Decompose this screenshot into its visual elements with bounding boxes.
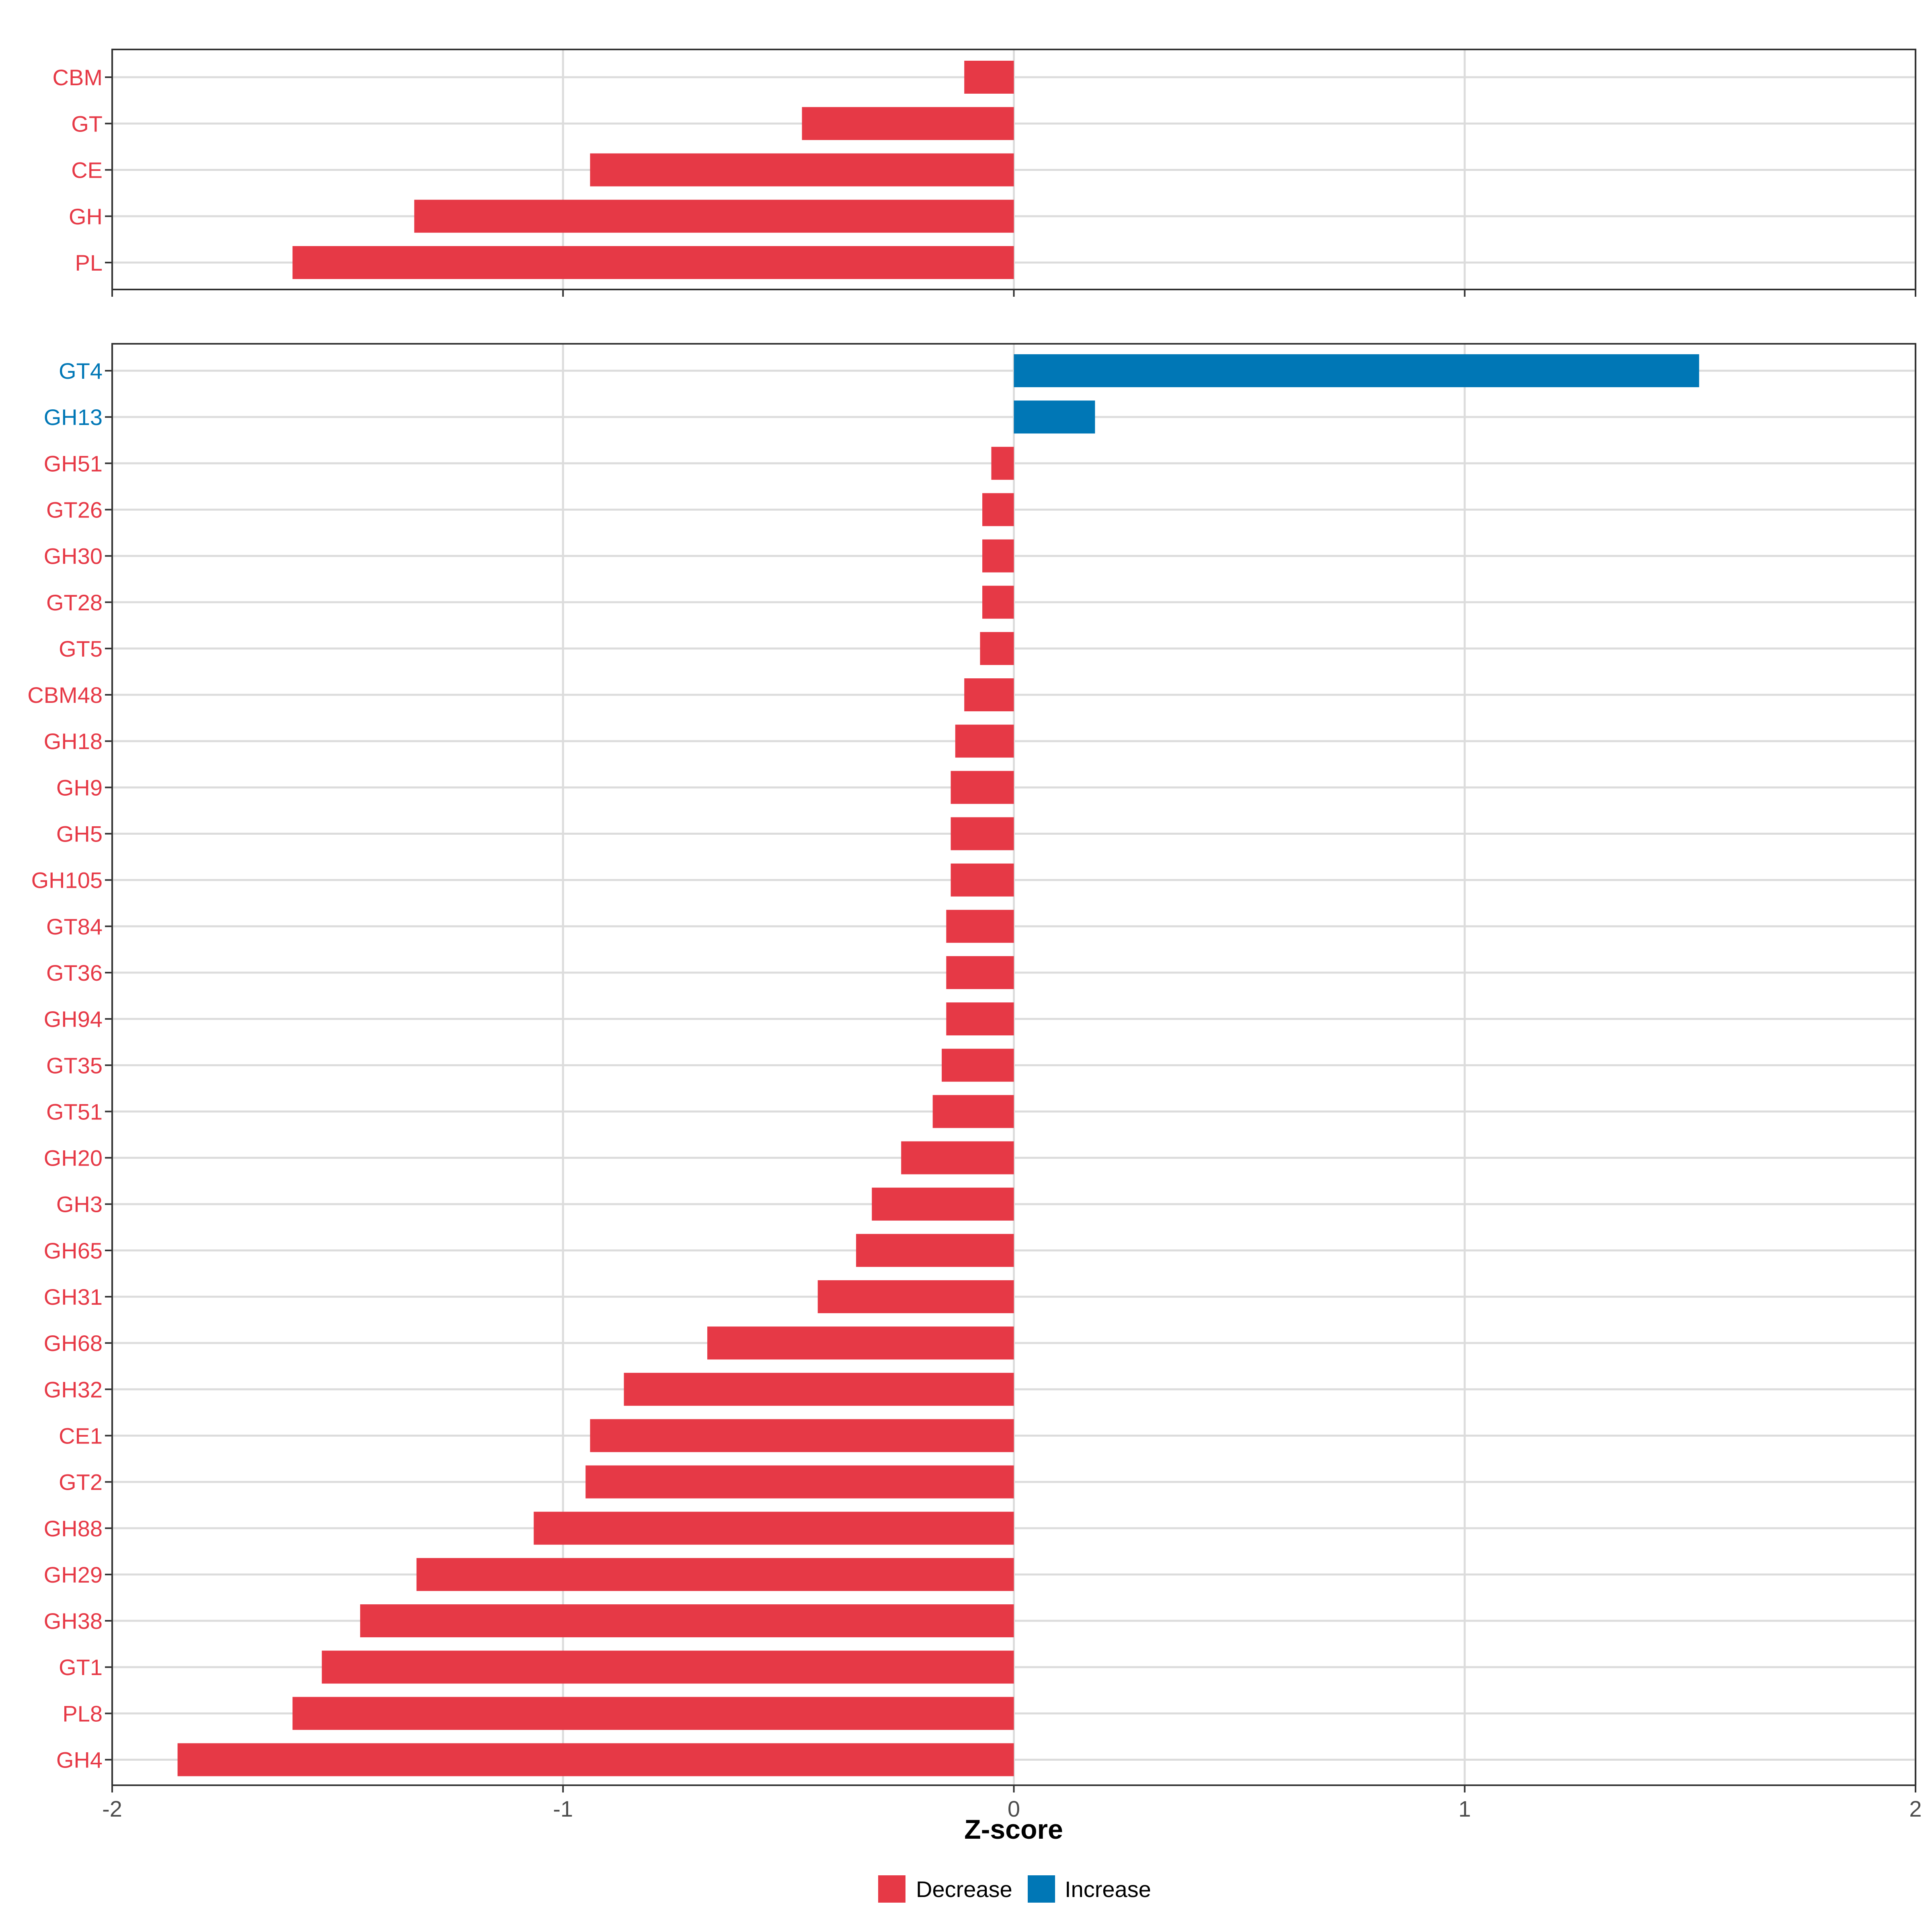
y-tick-label: GH51 xyxy=(44,451,103,476)
y-tick-label: PL xyxy=(75,250,103,275)
y-tick-label: GH88 xyxy=(44,1516,103,1541)
y-tick-label: GH31 xyxy=(44,1284,103,1310)
bar-gt51 xyxy=(932,1095,1014,1128)
bar-gh3 xyxy=(872,1187,1014,1221)
y-tick-label: GT4 xyxy=(59,358,103,384)
y-tick-label: CBM xyxy=(53,65,103,90)
y-tick-label: GH68 xyxy=(44,1330,103,1356)
y-tick-label: GH38 xyxy=(44,1608,103,1634)
bar-cbm xyxy=(964,61,1014,94)
y-tick-label: GT xyxy=(71,111,103,136)
y-tick-label: GH3 xyxy=(56,1192,103,1217)
top-panel: CBM GT CE GH PL xyxy=(53,49,1917,297)
y-tick-label: GT84 xyxy=(46,914,103,939)
y-tick-label: CE xyxy=(71,158,103,183)
bar-gh13 xyxy=(1014,400,1095,434)
legend-label-increase: Increase xyxy=(1065,1877,1151,1902)
bar-gt36 xyxy=(946,956,1014,989)
bar-gh38 xyxy=(360,1604,1014,1638)
y-tick-label: CBM48 xyxy=(27,682,103,708)
y-tick-label: GT5 xyxy=(59,636,103,661)
legend-label-decrease: Decrease xyxy=(916,1877,1012,1902)
bar-pl8 xyxy=(292,1697,1014,1730)
y-tick-label: GT1 xyxy=(59,1655,103,1680)
bar-gh105 xyxy=(951,863,1014,897)
y-tick-label: GT51 xyxy=(46,1099,103,1124)
bar-gh4 xyxy=(177,1743,1014,1776)
bottom-panel: GT4GH13GH51GT26GH30GT28GT5CBM48GH18GH9GH… xyxy=(27,343,1922,1821)
y-tick-label: GH20 xyxy=(44,1146,103,1171)
bar-gh9 xyxy=(951,771,1014,804)
bar-gh xyxy=(414,199,1014,233)
bar-gh5 xyxy=(951,817,1014,850)
bar-gt xyxy=(802,107,1014,140)
y-tick-label: GT2 xyxy=(59,1470,103,1495)
bar-gh88 xyxy=(534,1511,1014,1545)
legend-key-decrease xyxy=(878,1875,905,1903)
y-tick-label: GH5 xyxy=(56,821,103,847)
y-tick-label: GT36 xyxy=(46,960,103,986)
bar-gh29 xyxy=(416,1558,1014,1591)
x-tick-label: 1 xyxy=(1458,1796,1471,1821)
y-tick-label: PL8 xyxy=(62,1701,103,1726)
y-tick-label: GH32 xyxy=(44,1377,103,1402)
bar-gh65 xyxy=(856,1234,1014,1267)
y-tick-label: GH4 xyxy=(56,1747,103,1773)
x-tick-label: -2 xyxy=(102,1796,122,1821)
bar-gh32 xyxy=(624,1373,1014,1406)
y-tick-label: GH65 xyxy=(44,1238,103,1263)
y-tick-label: GH9 xyxy=(56,775,103,800)
bar-ce1 xyxy=(590,1419,1014,1452)
x-tick-label: 2 xyxy=(1909,1796,1922,1821)
y-tick-label: GT28 xyxy=(46,590,103,615)
y-tick-label: GH30 xyxy=(44,544,103,569)
y-tick-label: GT26 xyxy=(46,497,103,522)
bar-gh51 xyxy=(991,447,1014,480)
bar-gt28 xyxy=(982,585,1014,619)
x-tick-label: 0 xyxy=(1008,1796,1020,1821)
y-tick-label: GH xyxy=(69,204,103,229)
legend-key-increase xyxy=(1028,1875,1055,1903)
bar-gt1 xyxy=(322,1651,1014,1684)
y-tick-label: GH13 xyxy=(44,404,103,430)
bar-pl xyxy=(292,246,1014,279)
x-tick-label: -1 xyxy=(553,1796,573,1821)
bar-gh20 xyxy=(901,1141,1014,1174)
bar-gh94 xyxy=(946,1002,1014,1036)
bar-cbm48 xyxy=(964,678,1014,712)
y-tick-label: CE1 xyxy=(59,1423,103,1448)
y-tick-label: GH105 xyxy=(31,868,103,893)
legend: Decrease Increase xyxy=(878,1875,1151,1903)
bar-gt5 xyxy=(980,632,1014,665)
y-tick-label: GH94 xyxy=(44,1006,103,1032)
bar-gt26 xyxy=(982,493,1014,526)
bar-gt84 xyxy=(946,910,1014,943)
bar-gt4 xyxy=(1014,354,1699,387)
bar-gh30 xyxy=(982,539,1014,573)
bar-gt35 xyxy=(942,1049,1014,1082)
y-tick-label: GH29 xyxy=(44,1562,103,1587)
bar-ce xyxy=(590,153,1014,187)
bar-gt2 xyxy=(585,1465,1014,1499)
y-tick-label: GH18 xyxy=(44,729,103,754)
bar-gh31 xyxy=(817,1280,1014,1313)
bar-gh68 xyxy=(707,1326,1014,1360)
bar-gh18 xyxy=(955,725,1014,758)
x-axis-title: Z-score xyxy=(964,1814,1063,1845)
y-tick-label: GT35 xyxy=(46,1053,103,1078)
